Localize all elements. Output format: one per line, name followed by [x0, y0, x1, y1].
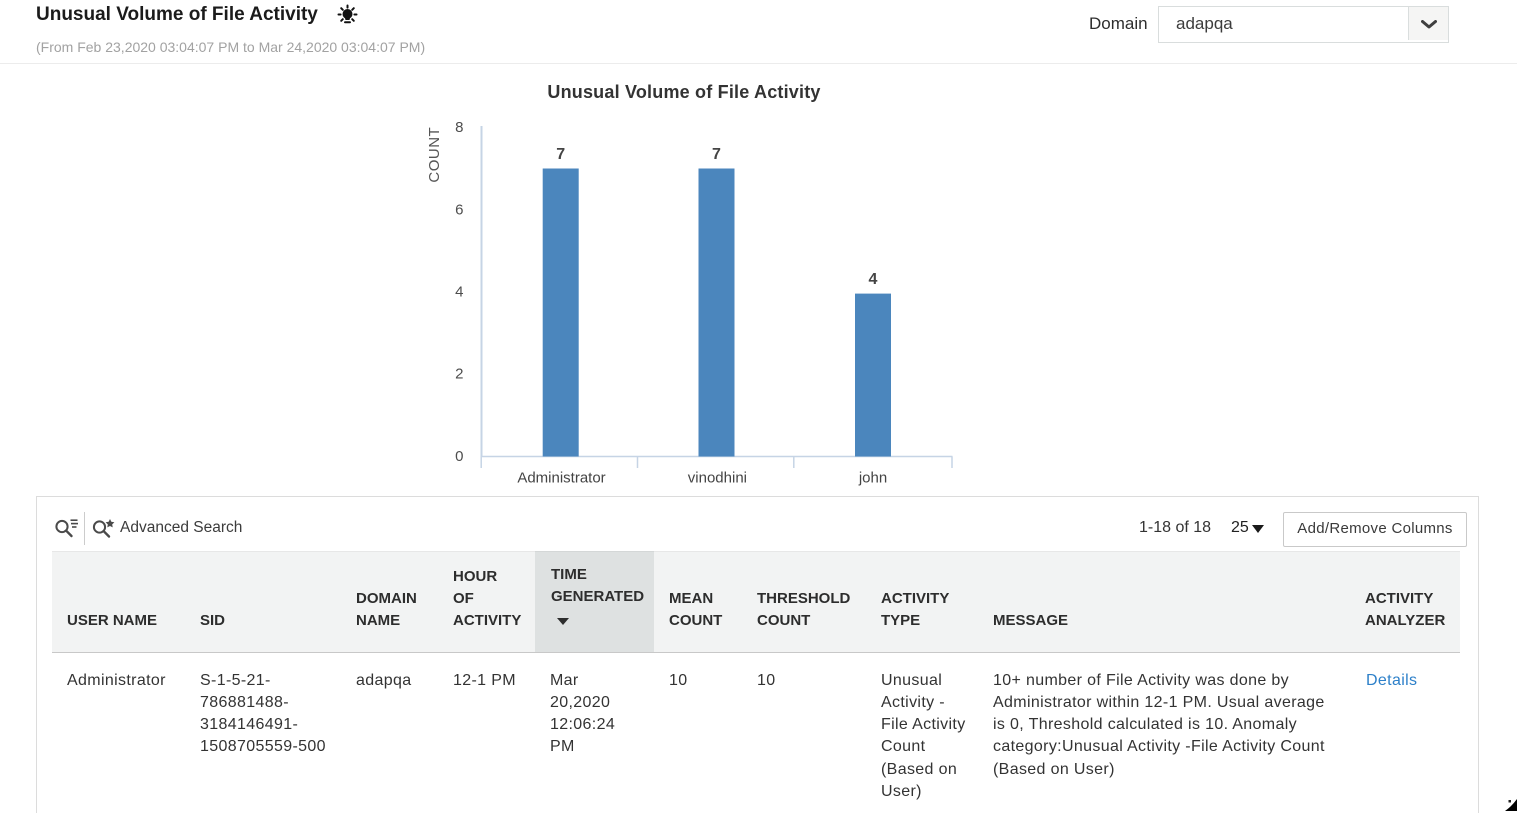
svg-text:Administrator: Administrator: [517, 470, 605, 487]
svg-text:7: 7: [556, 146, 565, 163]
svg-text:john: john: [858, 470, 887, 487]
svg-text:8: 8: [455, 119, 463, 136]
svg-text:COUNT: COUNT: [426, 127, 443, 183]
svg-text:2: 2: [455, 366, 463, 383]
svg-text:4: 4: [869, 271, 878, 288]
svg-text:vinodhini: vinodhini: [688, 470, 747, 487]
svg-text:7: 7: [712, 146, 721, 163]
svg-text:0: 0: [455, 448, 463, 465]
svg-text:4: 4: [455, 284, 463, 301]
svg-text:6: 6: [455, 202, 463, 219]
